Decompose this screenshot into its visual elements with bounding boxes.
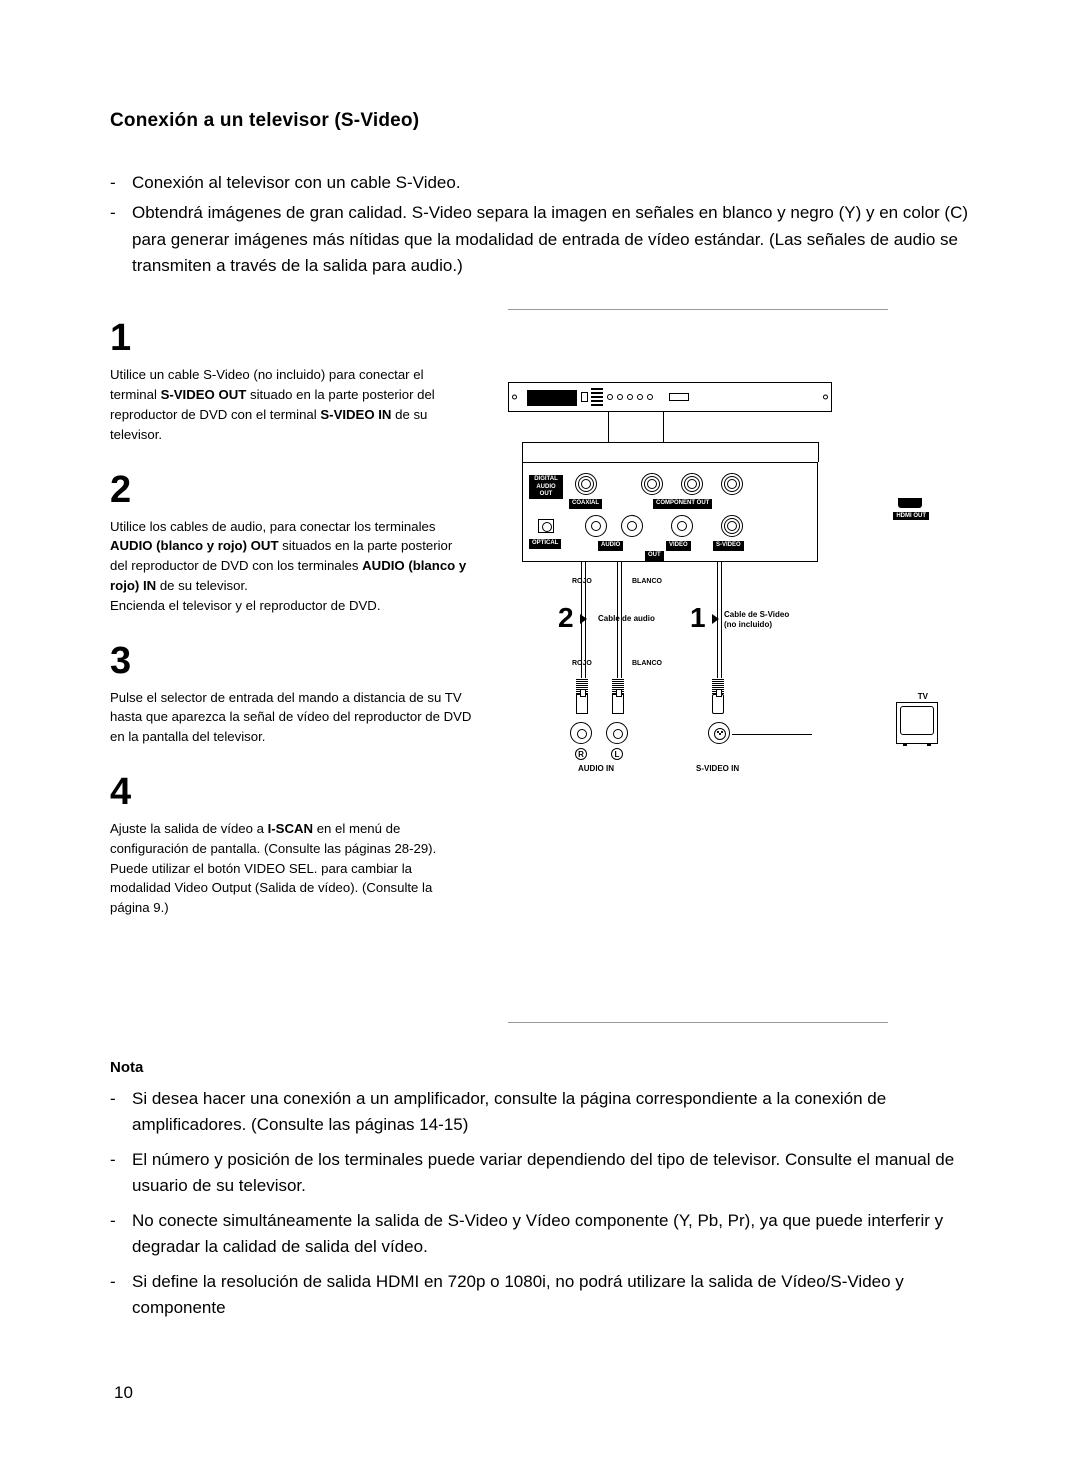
arrow-icon <box>580 614 587 624</box>
label-video: VIDEO <box>666 541 691 550</box>
divider-bottom <box>508 1022 888 1023</box>
intro-item: - Conexión al televisor con un cable S-V… <box>110 170 980 196</box>
diagram-column: DIGITAL AUDIO OUT COAXIAL COMPONENT OUT … <box>502 319 980 1023</box>
jack-optical <box>538 519 554 533</box>
note-text: Si desea hacer una conexión a un amplifi… <box>132 1086 980 1137</box>
note-text: Si define la resolución de salida HDMI e… <box>132 1269 980 1320</box>
diagram-step-1: 1 <box>690 602 706 634</box>
jack-component <box>641 473 663 495</box>
bullet-dash: - <box>110 1147 132 1198</box>
dvd-port <box>581 392 588 402</box>
label-blanco: BLANCO <box>632 660 662 667</box>
label-optical: OPTICAL <box>529 539 561 548</box>
callout-line <box>522 442 523 462</box>
rca-plug <box>576 694 588 714</box>
tv-audio-in-r <box>570 722 592 744</box>
callout-line <box>522 442 818 443</box>
bullet-dash: - <box>110 1208 132 1259</box>
step-body: Utilice un cable S-Video (no incluido) p… <box>110 365 472 444</box>
label-r: R <box>575 748 587 760</box>
jack-component <box>721 473 743 495</box>
step-body: Pulse el selector de entrada del mando a… <box>110 688 472 747</box>
label-cable-svideo: Cable de S-Video <box>724 610 789 620</box>
divider-top <box>508 309 888 310</box>
dvd-slot <box>527 390 577 406</box>
tv-svideo-in <box>708 722 730 744</box>
step-body: Utilice los cables de audio, para conect… <box>110 517 472 616</box>
label-audio-in: AUDIO IN <box>578 764 614 773</box>
connection-diagram: DIGITAL AUDIO OUT COAXIAL COMPONENT OUT … <box>508 382 888 982</box>
label-component: COMPONENT OUT <box>653 499 712 508</box>
label-l: L <box>611 748 623 760</box>
arrow-icon <box>712 614 719 624</box>
label-svideo: S-VIDEO <box>713 541 744 550</box>
callout-line <box>732 734 812 735</box>
intro-block: - Conexión al televisor con un cable S-V… <box>110 170 980 279</box>
diagram-step-2: 2 <box>558 602 574 634</box>
label-blanco: BLANCO <box>632 578 662 585</box>
step-number: 4 <box>110 773 472 811</box>
step-2: 2 Utilice los cables de audio, para cone… <box>110 471 472 616</box>
label-audio: AUDIO <box>598 541 623 550</box>
jack-svideo <box>721 515 743 537</box>
tv-audio-in-l <box>606 722 628 744</box>
note-text: El número y posición de los terminales p… <box>132 1147 980 1198</box>
callout-line <box>818 442 819 462</box>
step-number: 3 <box>110 642 472 680</box>
label-hdmi: HDMI OUT <box>893 512 929 520</box>
bullet-dash: - <box>110 1086 132 1137</box>
dvd-connector-panel: DIGITAL AUDIO OUT COAXIAL COMPONENT OUT … <box>522 462 818 562</box>
label-rojo: ROJO <box>572 578 592 585</box>
jack-coaxial <box>575 473 597 495</box>
label-tv: TV <box>918 692 928 701</box>
callout-line <box>663 412 664 442</box>
section-title: Conexión a un televisor (S-Video) <box>110 110 980 132</box>
label-out: OUT <box>645 551 664 560</box>
label-digital-audio: DIGITAL AUDIO OUT <box>529 475 563 499</box>
note-item: - Si define la resolución de salida HDMI… <box>110 1269 980 1320</box>
jack-audio-r <box>621 515 643 537</box>
label-svideo-in: S-VIDEO IN <box>696 764 739 773</box>
jack-video <box>671 515 693 537</box>
hdmi-port <box>898 498 922 508</box>
intro-text: Conexión al televisor con un cable S-Vid… <box>132 170 980 196</box>
label-cable-svideo-2: (no incluido) <box>724 620 772 630</box>
intro-item: - Obtendrá imágenes de gran calidad. S-V… <box>110 200 980 279</box>
steps-column: 1 Utilice un cable S-Video (no incluido)… <box>110 319 472 1023</box>
note-item: - El número y posición de los terminales… <box>110 1147 980 1198</box>
rca-plug <box>612 694 624 714</box>
intro-text: Obtendrá imágenes de gran calidad. S-Vid… <box>132 200 980 279</box>
dvd-jacks <box>603 388 663 408</box>
two-column-layout: 1 Utilice un cable S-Video (no incluido)… <box>110 319 980 1023</box>
note-text: No conecte simultáneamente la salida de … <box>132 1208 980 1259</box>
note-item: - No conecte simultáneamente la salida d… <box>110 1208 980 1259</box>
label-coaxial: COAXIAL <box>569 499 602 508</box>
dvd-port <box>669 393 689 401</box>
jack-component <box>681 473 703 495</box>
note-item: - Si desea hacer una conexión a un ampli… <box>110 1086 980 1137</box>
jack-audio-l <box>585 515 607 537</box>
bullet-dash: - <box>110 1269 132 1320</box>
dvd-vent <box>591 386 603 410</box>
label-rojo: ROJO <box>572 660 592 667</box>
step-1: 1 Utilice un cable S-Video (no incluido)… <box>110 319 472 444</box>
note-heading: Nota <box>110 1059 980 1076</box>
bullet-dash: - <box>110 200 132 279</box>
step-4: 4 Ajuste la salida de vídeo a I-SCAN en … <box>110 773 472 918</box>
page-number: 10 <box>114 1383 133 1403</box>
note-block: - Si desea hacer una conexión a un ampli… <box>110 1086 980 1320</box>
step-number: 1 <box>110 319 472 357</box>
step-body: Ajuste la salida de vídeo a I-SCAN en el… <box>110 819 472 918</box>
label-cable-audio: Cable de audio <box>598 614 655 624</box>
bullet-dash: - <box>110 170 132 196</box>
step-3: 3 Pulse el selector de entrada del mando… <box>110 642 472 747</box>
dvd-rear-panel <box>508 382 832 412</box>
svideo-plug <box>712 694 724 714</box>
step-number: 2 <box>110 471 472 509</box>
tv-icon <box>896 702 938 744</box>
callout-line <box>608 412 609 442</box>
